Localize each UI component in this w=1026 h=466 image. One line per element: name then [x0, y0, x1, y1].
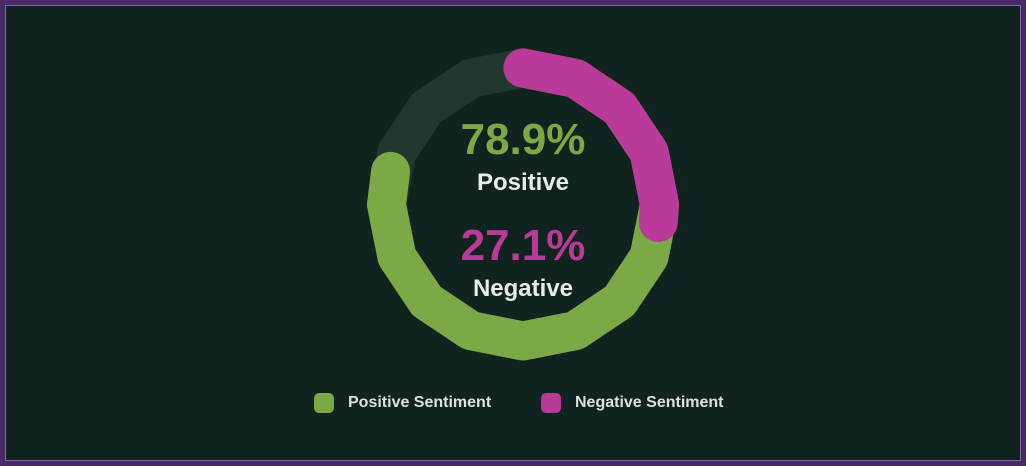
legend-item-negative[interactable]: Negative Sentiment	[541, 392, 723, 414]
negative-label: Negative	[472, 275, 574, 302]
negative-swatch-icon	[541, 393, 561, 413]
legend-label-negative: Negative Sentiment	[575, 394, 724, 411]
donut-chart	[367, 48, 679, 361]
positive-label: Positive	[476, 169, 570, 196]
positive-value: 78.9%	[460, 115, 586, 164]
negative-value: 27.1%	[460, 221, 586, 270]
positive-swatch-icon	[314, 393, 334, 413]
negative-arc[interactable]	[503, 48, 679, 242]
legend-item-positive[interactable]: Positive Sentiment	[314, 392, 491, 414]
legend-label-positive: Positive Sentiment	[348, 394, 492, 411]
